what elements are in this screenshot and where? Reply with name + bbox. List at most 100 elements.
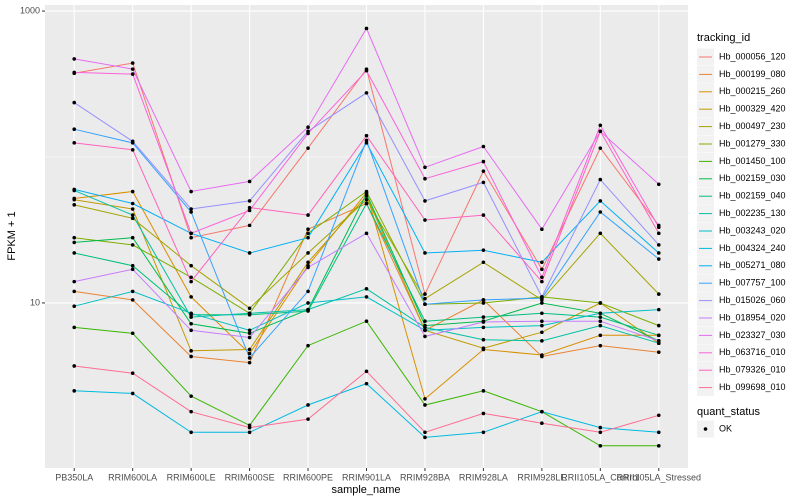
x-tick-label: RRIM600LA (108, 472, 157, 482)
data-point (364, 381, 369, 386)
data-point (540, 311, 544, 316)
data-point (189, 263, 193, 268)
data-point (364, 91, 369, 95)
data-point (72, 289, 77, 294)
data-point (656, 333, 661, 338)
data-point (481, 159, 486, 164)
data-point (72, 279, 77, 284)
data-point (364, 191, 369, 196)
data-point (247, 251, 252, 255)
data-point (423, 403, 427, 407)
data-point (247, 328, 252, 333)
data-point (72, 203, 77, 207)
x-tick-label: RRIM928LA (459, 472, 508, 482)
data-point (364, 133, 369, 138)
data-point (306, 301, 310, 305)
data-point (423, 397, 427, 401)
x-tick-label: RRIM600LE (167, 472, 216, 482)
x-tick-label: RRII105LA_Stressed (616, 472, 701, 482)
data-point (130, 331, 135, 336)
data-point (247, 430, 252, 435)
data-point (247, 311, 252, 316)
data-point (364, 295, 369, 299)
x-tick-label: PB350LA (55, 472, 93, 482)
data-point (130, 67, 135, 71)
data-point (306, 289, 310, 294)
data-point (189, 394, 193, 398)
data-point (130, 289, 135, 294)
data-point (306, 231, 310, 236)
data-point (540, 421, 544, 426)
data-point (364, 197, 369, 202)
data-point (540, 279, 544, 284)
data-point (130, 139, 135, 144)
x-tick-label: RRIM600SE (225, 472, 275, 482)
x-axis-title: sample_name (331, 484, 400, 496)
data-point (423, 430, 427, 435)
data-point (247, 208, 252, 213)
data-point (540, 295, 544, 299)
data-point (247, 425, 252, 430)
data-point (189, 321, 193, 326)
data-point (189, 311, 193, 316)
legend-label: Hb_000329_420 (719, 104, 786, 114)
data-point (247, 223, 252, 228)
data-point (481, 337, 486, 342)
data-point (656, 292, 661, 296)
data-point (598, 129, 603, 134)
data-point (481, 346, 486, 350)
data-point (189, 235, 193, 240)
data-point (189, 349, 193, 353)
data-point (598, 425, 603, 430)
data-point (306, 227, 310, 232)
legend-label: Hb_023327_030 (719, 330, 786, 340)
data-point (72, 389, 77, 393)
data-point (72, 364, 77, 368)
data-point (189, 279, 193, 284)
data-point (306, 213, 310, 217)
data-point (423, 435, 427, 440)
data-point (130, 267, 135, 272)
data-point (189, 430, 193, 435)
data-point (306, 403, 310, 407)
data-point (598, 123, 603, 128)
data-point (306, 307, 310, 312)
x-tick-label: RRIM928BA (400, 472, 450, 482)
data-point (72, 325, 77, 330)
data-point (598, 444, 603, 448)
data-point (130, 371, 135, 376)
data-point (130, 201, 135, 206)
data-point (247, 351, 252, 356)
data-point (247, 205, 252, 210)
data-point (540, 330, 544, 335)
data-point (656, 182, 661, 187)
data-point (481, 260, 486, 265)
y-tick-label: 10 (30, 297, 40, 307)
data-point (364, 201, 369, 206)
data-point (130, 72, 135, 76)
legend-label: Hb_002159_030 (719, 173, 786, 183)
data-point (72, 240, 77, 245)
x-tick-label: RRIM901LA (342, 472, 391, 482)
legend-label: Hb_001450_100 (719, 156, 786, 166)
data-point (598, 311, 603, 316)
shape-legend-title: quant_status (697, 406, 760, 418)
data-point (540, 260, 544, 265)
data-point (247, 335, 252, 340)
legend-label: Hb_000056_120 (719, 51, 786, 61)
data-point (72, 127, 77, 132)
data-point (189, 210, 193, 214)
data-point (306, 235, 310, 240)
data-point (306, 251, 310, 255)
legend-label: Hb_003243_020 (719, 225, 786, 235)
data-point (247, 306, 252, 311)
data-point (656, 231, 661, 236)
data-point (540, 301, 544, 305)
data-point (364, 231, 369, 236)
data-point (247, 199, 252, 203)
legend-label: OK (719, 423, 732, 433)
data-point (423, 176, 427, 181)
data-point (130, 391, 135, 396)
data-point (130, 235, 135, 240)
data-point (598, 333, 603, 338)
